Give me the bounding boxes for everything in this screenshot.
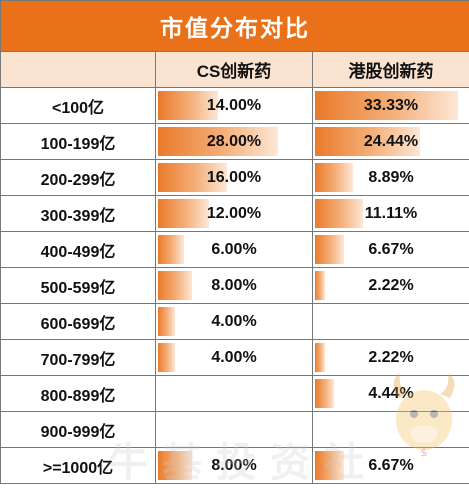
cs-value-cell: 12.00% [156,196,313,232]
cs-value-cell: 8.00% [156,268,313,304]
hk-value-cell: 2.22% [313,268,469,304]
value-text: 2.22% [313,269,469,303]
cs-value-cell: 16.00% [156,160,313,196]
hk-value-cell: 4.44% [313,376,469,412]
value-text: 2.22% [313,341,469,375]
value-text: 33.33% [313,89,469,123]
row-label: 700-799亿 [1,340,156,376]
header-blank-cell [1,52,156,88]
value-text: 6.67% [313,233,469,267]
value-text: 6.67% [313,449,469,483]
row-label: 500-599亿 [1,268,156,304]
cs-value-cell: 4.00% [156,304,313,340]
value-text: 6.00% [156,233,312,267]
hk-value-cell: 33.33% [313,88,469,124]
value-text: 8.89% [313,161,469,195]
value-text: 14.00% [156,89,312,123]
value-text: 24.44% [313,125,469,159]
row-label: 800-899亿 [1,376,156,412]
hk-value-cell: 24.44% [313,124,469,160]
value-text: 4.00% [156,305,312,339]
column-header-hk: 港股创新药 [313,52,469,88]
cs-value-cell [156,376,313,412]
hk-value-cell: 2.22% [313,340,469,376]
cs-value-cell: 8.00% [156,448,313,484]
value-text: 8.00% [156,449,312,483]
cs-value-cell: 28.00% [156,124,313,160]
value-text: 16.00% [156,161,312,195]
cs-value-cell: 14.00% [156,88,313,124]
row-label: 600-699亿 [1,304,156,340]
table-title: 市值分布对比 [1,1,469,52]
cs-value-cell: 6.00% [156,232,313,268]
row-label: >=1000亿 [1,448,156,484]
cs-value-cell: 4.00% [156,340,313,376]
column-header-cs: CS创新药 [156,52,313,88]
row-label: 100-199亿 [1,124,156,160]
table-row: 900-999亿 [1,412,469,448]
row-label: 200-299亿 [1,160,156,196]
value-text: 28.00% [156,125,312,159]
table-row: 800-899亿 4.44% [1,376,469,412]
value-text: 8.00% [156,269,312,303]
cs-value-cell [156,412,313,448]
hk-value-cell: 8.89% [313,160,469,196]
hk-value-cell: 11.11% [313,196,469,232]
value-text: 4.44% [313,377,469,411]
hk-value-cell [313,304,469,340]
row-label: 900-999亿 [1,412,156,448]
hk-value-cell [313,412,469,448]
row-label: 400-499亿 [1,232,156,268]
hk-value-cell: 6.67% [313,232,469,268]
value-text: 12.00% [156,197,312,231]
value-text: 11.11% [313,197,469,231]
hk-value-cell: 6.67% [313,448,469,484]
value-text: 4.00% [156,341,312,375]
row-label: 300-399亿 [1,196,156,232]
row-label: <100亿 [1,88,156,124]
